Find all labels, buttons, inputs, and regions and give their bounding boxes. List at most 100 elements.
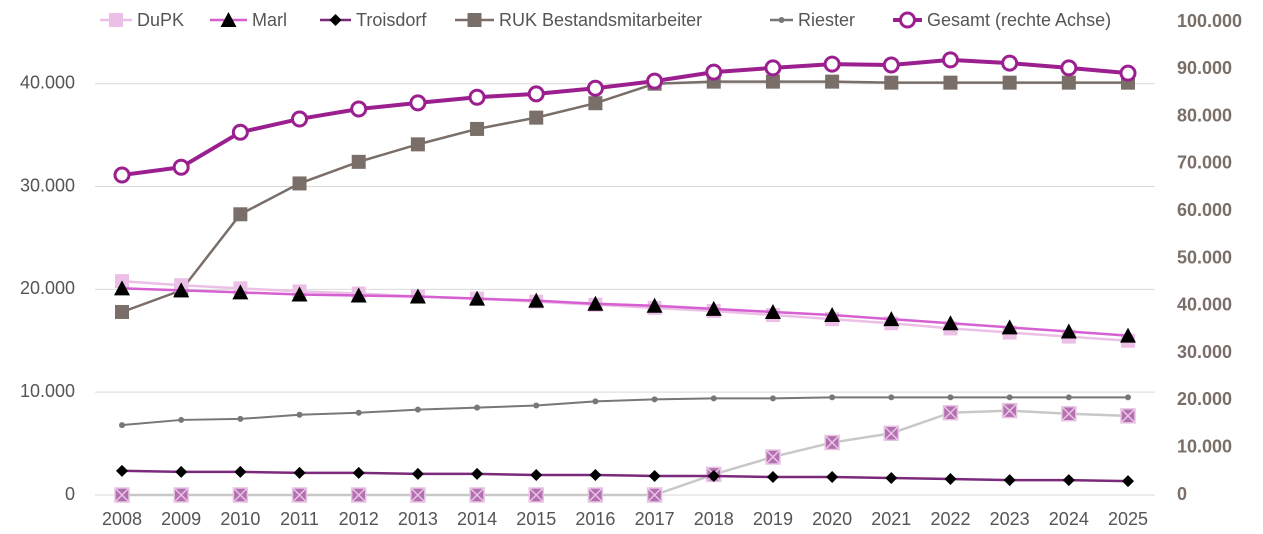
line (121, 80, 1128, 314)
marker (468, 88, 486, 106)
marker (587, 487, 604, 503)
marker (232, 284, 249, 300)
marker (1061, 75, 1076, 90)
marker (114, 487, 130, 503)
legend-label: DuPK (137, 10, 184, 30)
series (114, 280, 1136, 343)
marker (291, 487, 308, 503)
line (121, 396, 1128, 427)
y2-tick-label: 70.000 (1177, 153, 1232, 173)
series (114, 402, 1136, 503)
marker (764, 303, 781, 319)
marker (829, 394, 836, 401)
marker (173, 487, 189, 503)
marker (1001, 319, 1018, 335)
x-tick-label: 2013 (398, 509, 438, 529)
marker (329, 14, 342, 26)
marker (1002, 75, 1017, 90)
series (116, 464, 1134, 488)
marker (292, 176, 307, 191)
marker (705, 63, 723, 81)
marker (173, 282, 190, 298)
marker (409, 94, 427, 112)
marker (119, 422, 125, 429)
marker (350, 487, 367, 503)
y2-tick-label: 80.000 (1177, 105, 1232, 125)
line (121, 469, 1129, 483)
series (115, 274, 1135, 348)
marker (1120, 327, 1136, 343)
marker (291, 286, 308, 302)
marker (947, 394, 954, 401)
y2-tick-label: 0 (1177, 484, 1187, 504)
line (121, 279, 1129, 343)
marker (528, 487, 544, 503)
legend-label: Marl (252, 10, 287, 30)
y2-tick-label: 10.000 (1177, 436, 1232, 456)
x-tick-label: 2023 (990, 509, 1030, 529)
marker (296, 411, 303, 418)
x-tick-label: 2009 (161, 509, 201, 529)
y2-tick-label: 40.000 (1177, 295, 1232, 315)
marker (178, 416, 185, 423)
y-tick-label: 0 (65, 484, 75, 504)
marker (409, 288, 426, 304)
marker (352, 466, 365, 479)
marker (530, 468, 543, 481)
marker (883, 311, 900, 327)
marker (1060, 59, 1078, 77)
x-tick-label: 2017 (635, 509, 675, 529)
series (119, 394, 1131, 429)
y2-tick-label: 30.000 (1177, 342, 1232, 362)
marker (943, 75, 958, 90)
marker (778, 17, 785, 23)
marker (824, 434, 840, 451)
marker (529, 110, 544, 125)
marker (710, 395, 717, 402)
marker (175, 465, 188, 478)
y2-tick-label: 50.000 (1177, 247, 1232, 267)
x-tick-label: 2010 (220, 509, 260, 529)
marker (1006, 394, 1013, 401)
marker (651, 396, 658, 403)
x-tick-label: 2021 (871, 509, 911, 529)
marker (823, 55, 841, 73)
marker (1120, 408, 1136, 424)
x-tick-label: 2025 (1108, 509, 1148, 529)
marker (705, 300, 722, 316)
x-tick-label: 2022 (930, 509, 970, 529)
legend-item: DuPK (100, 10, 184, 30)
marker (116, 464, 128, 477)
marker (1060, 323, 1077, 339)
y-tick-label: 40.000 (20, 72, 75, 92)
marker (220, 12, 237, 27)
marker (113, 166, 131, 184)
legend-label: Riester (798, 10, 855, 30)
marker (467, 13, 482, 27)
marker (884, 75, 899, 90)
marker (1061, 406, 1077, 422)
marker (234, 465, 247, 478)
marker (1125, 394, 1131, 401)
marker (414, 406, 421, 413)
marker (648, 469, 661, 482)
marker (469, 290, 486, 306)
legend-item: RUK Bestandsmitarbeiter (455, 10, 702, 30)
y-tick-label: 30.000 (20, 175, 75, 195)
y2-tick-label: 100.000 (1177, 11, 1242, 31)
marker (410, 137, 425, 152)
marker (350, 287, 367, 303)
legend-label: Gesamt (rechte Achse) (927, 10, 1111, 30)
marker (1119, 64, 1137, 82)
marker (469, 487, 485, 503)
marker (233, 207, 248, 222)
y-tick-label: 10.000 (20, 381, 75, 401)
marker (588, 96, 603, 111)
marker (769, 395, 776, 402)
y-tick-label: 20.000 (20, 278, 75, 298)
marker (646, 487, 663, 503)
marker (586, 79, 604, 97)
marker (231, 123, 249, 141)
line (121, 57, 1129, 177)
